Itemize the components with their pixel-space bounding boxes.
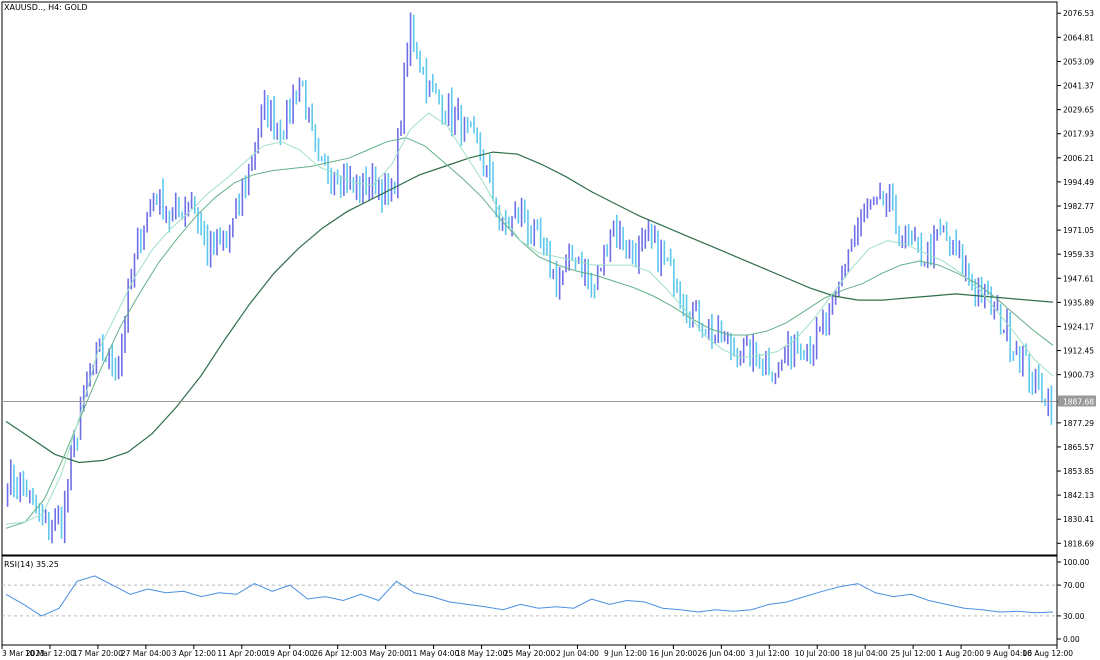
x-axis-tick-label: 3 May 20:00 bbox=[362, 649, 409, 658]
y-axis-tick-label: 1935.89 bbox=[1063, 298, 1094, 307]
y-axis-tick-label: 2029.65 bbox=[1063, 106, 1094, 115]
x-axis-tick-label: 9 Jun 12:00 bbox=[604, 649, 647, 658]
y-axis-tick-label: 1853.85 bbox=[1063, 467, 1094, 476]
y-axis-tick-label: 1971.05 bbox=[1063, 226, 1094, 235]
rsi-indicator-title: RSI(14) 35.25 bbox=[4, 560, 59, 569]
rsi-axis-tick-label: 100.00 bbox=[1063, 558, 1089, 567]
rsi-axis-tick-label: 0.00 bbox=[1063, 635, 1080, 644]
current-price-badge bbox=[1058, 395, 1096, 407]
y-axis-tick-label: 1865.57 bbox=[1063, 443, 1094, 452]
y-axis-tick-label: 2041.37 bbox=[1063, 82, 1094, 91]
moving-average-mid-line bbox=[5, 137, 1054, 529]
x-axis-tick-label: 27 Mar 04:00 bbox=[121, 649, 171, 658]
x-axis-tick-label: 25 May 20:00 bbox=[504, 649, 556, 658]
y-axis-tick-label: 2064.81 bbox=[1063, 33, 1094, 42]
rsi-line bbox=[5, 575, 1054, 617]
y-axis-tick-label: 1924.17 bbox=[1063, 322, 1094, 331]
y-axis-tick-label: 1947.61 bbox=[1063, 274, 1094, 283]
x-axis-tick-label: 2 Jun 04:00 bbox=[556, 649, 599, 658]
x-axis-tick-label: 26 Apr 12:00 bbox=[313, 649, 362, 658]
x-axis-tick-label: 18 Jul 04:00 bbox=[843, 649, 888, 658]
x-axis-tick-label: 11 May 04:00 bbox=[408, 649, 460, 658]
x-axis-tick-label: 10 Jul 20:00 bbox=[795, 649, 840, 658]
current-price-label: 1887.68 bbox=[1063, 397, 1094, 406]
y-axis-tick-label: 1912.45 bbox=[1063, 347, 1094, 356]
y-axis-tick-label: 1818.69 bbox=[1063, 539, 1094, 548]
y-axis-tick-label: 1982.77 bbox=[1063, 202, 1094, 211]
x-axis-tick-label: 26 Jun 04:00 bbox=[697, 649, 745, 658]
y-axis-tick-label: 2076.53 bbox=[1063, 9, 1094, 18]
x-axis-tick-label: 18 May 12:00 bbox=[456, 649, 508, 658]
moving-average-fast-line bbox=[5, 112, 1054, 525]
y-axis-tick-label: 2053.09 bbox=[1063, 57, 1094, 66]
x-axis-tick-label: 16 Jun 20:00 bbox=[650, 649, 698, 658]
main-price-plot[interactable]: 2076.53 2064.81 2053.09 2041.37 2029.65 2017.… bbox=[1, 1, 1096, 556]
y-axis-tick-label: 1830.41 bbox=[1063, 515, 1094, 524]
y-axis-tick-label: 1900.73 bbox=[1063, 371, 1094, 380]
y-axis-tick-label: 1959.33 bbox=[1063, 250, 1094, 259]
x-axis-tick-label: 16 Aug 12:00 bbox=[1022, 649, 1073, 658]
x-axis-tick-label: 3 Jul 12:00 bbox=[749, 649, 789, 658]
x-axis-tick-label: 3 Mar 2023 bbox=[2, 649, 45, 658]
x-axis-tick-label: 11 Apr 20:00 bbox=[217, 649, 266, 658]
x-axis-tick-label: 3 Apr 12:00 bbox=[172, 649, 216, 658]
y-axis-tick-label: 2017.93 bbox=[1063, 130, 1094, 139]
x-axis-tick-label: 19 Apr 04:00 bbox=[265, 649, 314, 658]
rsi-plot-frame bbox=[1, 555, 1058, 646]
x-axis-tick-label: 25 Jul 12:00 bbox=[891, 649, 936, 658]
rsi-axis-tick-label: 30.00 bbox=[1063, 612, 1085, 621]
y-axis-tick-label: 1842.13 bbox=[1063, 491, 1094, 500]
y-axis-tick-label: 1994.49 bbox=[1063, 178, 1094, 187]
x-axis-tick-label: 10 Mar 12:00 bbox=[25, 649, 75, 658]
rsi-axis-tick-label: 70.00 bbox=[1063, 581, 1085, 590]
y-axis-tick-label: 2006.21 bbox=[1063, 154, 1094, 163]
main-plot-frame bbox=[1, 1, 1058, 556]
x-axis-tick-label: 17 Mar 20:00 bbox=[73, 649, 123, 658]
x-axis-tick-label: 9 Aug 04:00 bbox=[986, 649, 1032, 658]
x-axis-tick-label: 1 Aug 20:00 bbox=[938, 649, 984, 658]
chart-symbol-title: XAUUSD.., H4: GOLD bbox=[4, 3, 88, 12]
y-axis-tick-label: 1877.29 bbox=[1063, 419, 1094, 428]
